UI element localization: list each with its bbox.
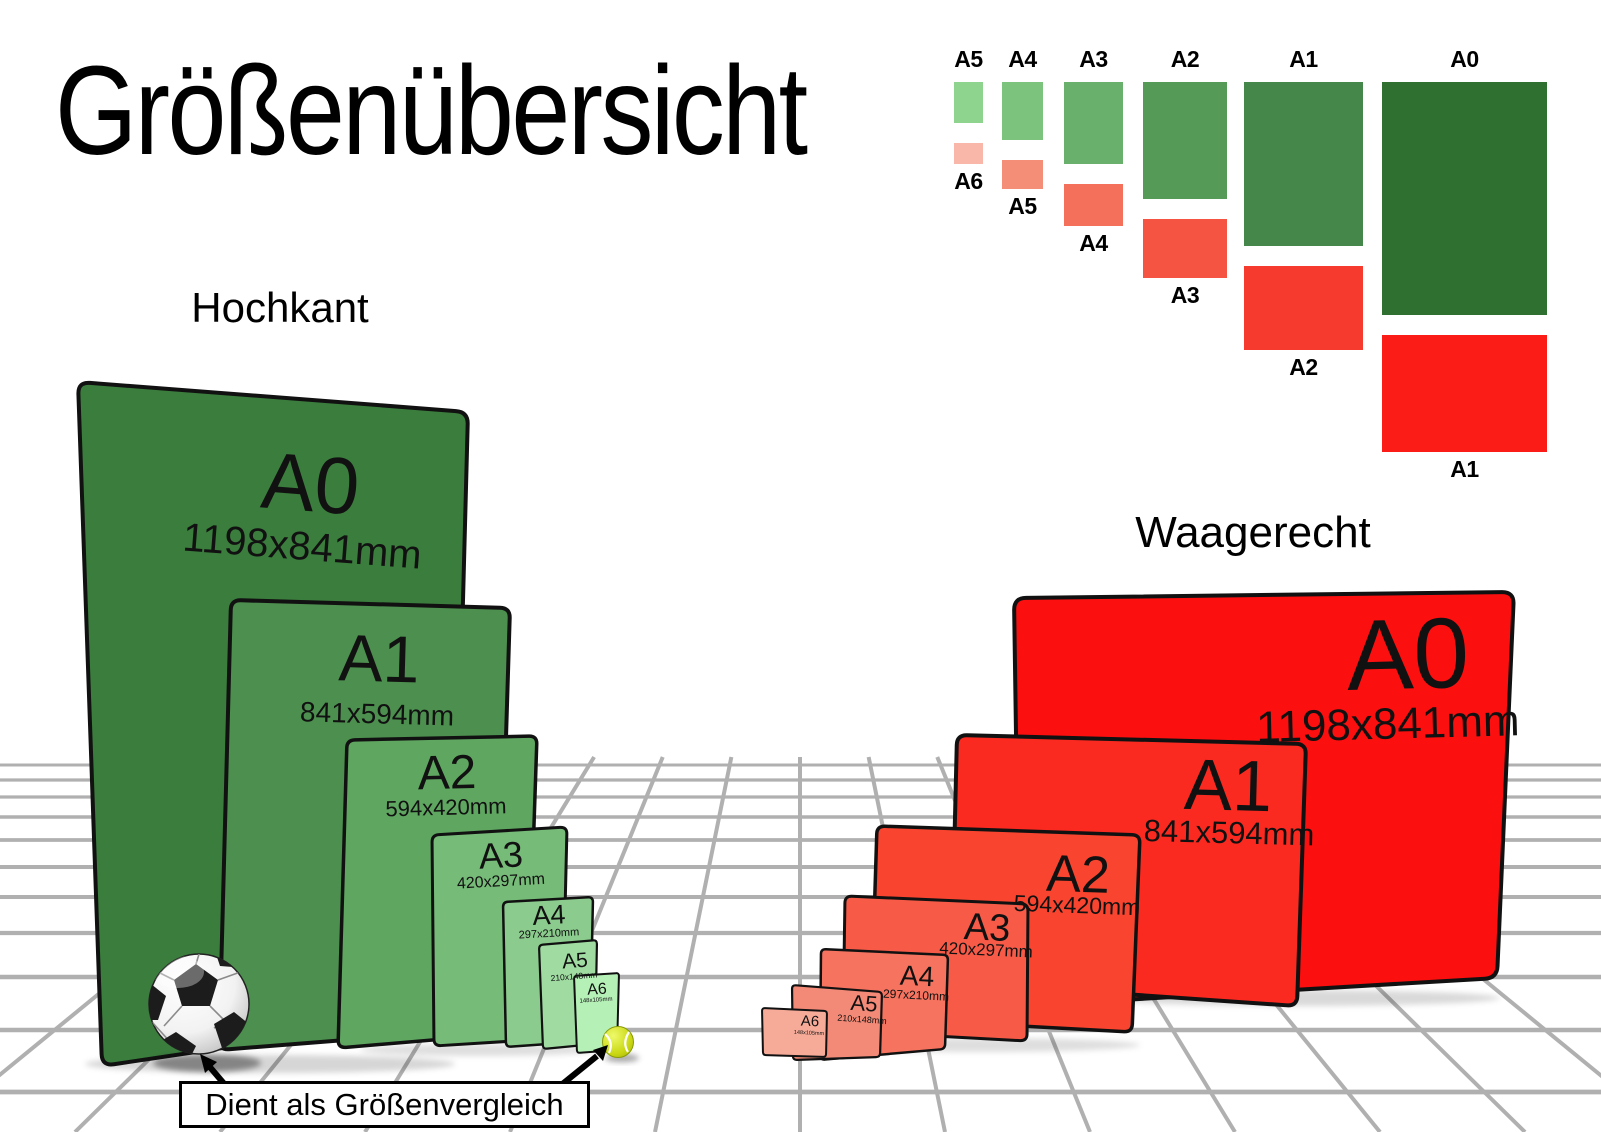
mini-landscape-rect — [954, 143, 983, 164]
portrait-sheet-name-label: A4 — [532, 899, 567, 931]
landscape-sheet-a6 — [761, 1007, 828, 1058]
landscape-sheet-name-label: A0 — [1345, 597, 1470, 712]
mini-portrait-rect — [1244, 82, 1363, 246]
mini-portrait-label: A1 — [1289, 46, 1318, 72]
mini-portrait-rect — [1064, 82, 1123, 164]
landscape-sheet-dims-label: 841x594mm — [1143, 813, 1314, 852]
mini-landscape-label: A3 — [1170, 282, 1200, 308]
tennis-ball — [602, 1026, 639, 1062]
mini-portrait-label: A5 — [954, 46, 983, 72]
mini-landscape-rect — [1382, 335, 1547, 452]
mini-portrait-rect — [1382, 82, 1547, 315]
landscape-sheet-dims-label: 1198x841mm — [1256, 696, 1521, 752]
caption-text: Dient als Größenvergleich — [205, 1086, 564, 1122]
page-title: Größenübersicht — [55, 40, 808, 181]
mini-landscape-label: A6 — [954, 168, 983, 194]
portrait-sheet-name-label: A6 — [587, 981, 608, 999]
portrait-sheet-stack: A01198x841mmA1841x594mmA2594x420mmA3420x… — [76, 380, 620, 1067]
mini-portrait-label: A4 — [1008, 46, 1037, 72]
mini-portrait-rect — [954, 82, 983, 123]
grid-line-receding — [653, 756, 734, 1132]
landscape-sheet-dims-label: 594x420mm — [1013, 890, 1140, 920]
landscape-sheet-name-label: A3 — [963, 906, 1011, 950]
soccer-ball — [148, 953, 261, 1072]
landscape-sheet-dims-label: 148x105mm — [794, 1030, 825, 1037]
portrait-section-label: Hochkant — [191, 284, 369, 331]
mini-portrait-label: A2 — [1170, 46, 1200, 72]
mini-landscape-rect — [1064, 184, 1123, 226]
landscape-sheet-dims-label: 210x148mm — [837, 1013, 887, 1026]
landscape-sheet-name-label: A4 — [899, 960, 935, 993]
portrait-sheet-dims-label: 594x420mm — [385, 793, 507, 821]
landscape-sheet-name-label: A6 — [800, 1013, 819, 1031]
portrait-sheet-dims-label: 420x297mm — [457, 871, 546, 893]
portrait-sheet-name-label: A2 — [417, 746, 477, 801]
portrait-sheet-dims-label: 841x594mm — [300, 696, 455, 731]
mini-landscape-rect — [1244, 266, 1363, 350]
mini-portrait-label: A0 — [1450, 46, 1479, 72]
mini-landscape-rect — [1002, 160, 1043, 189]
portrait-sheet-name-label: A5 — [561, 949, 588, 974]
landscape-sheet-name-label: A5 — [850, 990, 879, 1017]
mini-portrait-rect — [1143, 82, 1227, 199]
landscape-sheet-name-label: A1 — [1183, 745, 1273, 827]
mini-landscape-label: A1 — [1450, 456, 1479, 482]
portrait-sheet-dims-label: 210x148mm — [550, 969, 597, 983]
mini-portrait-label: A3 — [1079, 46, 1108, 72]
mini-landscape-rect — [1143, 219, 1227, 278]
caption-box: Dient als Größenvergleich — [179, 1081, 590, 1128]
landscape-sheet-dims-label: 297x210mm — [883, 987, 950, 1004]
portrait-sheet-dims-label: 297x210mm — [518, 926, 579, 941]
landscape-section-label: Waagerecht — [1135, 508, 1371, 557]
mini-landscape-label: A5 — [1008, 193, 1037, 219]
mini-landscape-label: A2 — [1289, 354, 1318, 380]
landscape-sheet-name-label: A2 — [1045, 845, 1111, 905]
portrait-sheet-name-label: A0 — [258, 436, 362, 532]
mini-landscape-label: A4 — [1079, 230, 1108, 256]
portrait-sheet-dims-label: 148x105mm — [579, 997, 612, 1005]
landscape-sheet-dims-label: 420x297mm — [939, 938, 1033, 961]
portrait-sheet-name-label: A3 — [478, 833, 524, 876]
portrait-sheet-name-label: A1 — [338, 620, 421, 696]
mini-portrait-rect — [1002, 82, 1043, 140]
